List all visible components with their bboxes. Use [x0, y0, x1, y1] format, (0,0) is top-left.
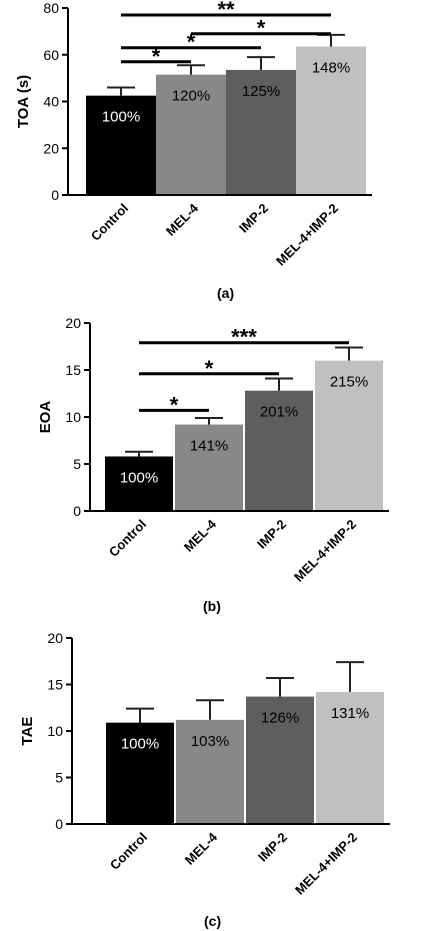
bar-label: 103% — [191, 733, 229, 750]
x-tick-label: IMP-2 — [255, 830, 290, 865]
y-tick-label: 80 — [43, 0, 59, 16]
y-tick-label: 20 — [47, 630, 63, 646]
bar-label: 100% — [120, 469, 158, 486]
significance-marker: * — [170, 392, 179, 417]
bar-imp-2 — [245, 390, 313, 511]
bar-label: 131% — [331, 705, 369, 722]
y-tick-label: 15 — [65, 362, 81, 378]
bar-mel-4 — [176, 719, 244, 824]
y-tick-label: 10 — [65, 409, 81, 425]
y-tick-label: 0 — [51, 187, 59, 203]
x-tick-label: MEL-4 — [181, 516, 220, 555]
y-axis-title: TOA (s) — [15, 75, 32, 128]
bar-control — [105, 456, 173, 511]
x-tick-label: IMP-2 — [254, 517, 289, 552]
y-tick-label: 5 — [55, 770, 63, 786]
chart-tae: 0 5 10 15 20 TAE 100% Control 103% MEL-4 126% IMP-2… — [19, 630, 390, 895]
bar-imp-2 — [246, 696, 314, 824]
y-tick-label: 20 — [65, 318, 81, 331]
bar-mel-4 — [156, 74, 226, 195]
x-tick-label: MEL-4+IMP-2 — [291, 517, 359, 585]
bar-mel-4 — [175, 424, 243, 511]
x-tick-label: Control — [106, 517, 149, 560]
x-tick-label: Control — [88, 201, 131, 244]
x-tick-label: MEL-4+IMP-2 — [292, 830, 360, 895]
bar-mel-4-imp-2 — [296, 46, 366, 195]
significance-marker: * — [187, 30, 196, 55]
bar-label: 215% — [330, 374, 368, 391]
significance-marker: ** — [217, 0, 235, 22]
significance-marker: * — [152, 44, 161, 69]
y-tick-label: 0 — [55, 816, 63, 832]
y-tick-label: 15 — [47, 677, 63, 693]
bar-label: 148% — [312, 60, 350, 77]
significance-marker: * — [257, 16, 266, 41]
bar-label: 141% — [190, 438, 228, 455]
bar-label: 126% — [261, 710, 299, 727]
x-tick-label: MEL-4+IMP-2 — [273, 201, 341, 269]
y-tick-label: 0 — [73, 503, 81, 519]
bar-label: 120% — [172, 88, 210, 105]
y-tick-label: 10 — [47, 723, 63, 739]
significance-marker: *** — [231, 325, 257, 350]
bar-mel-4-imp-2 — [316, 691, 384, 824]
x-tick-label: IMP-2 — [236, 201, 271, 236]
panel-label-a: (a) — [217, 285, 235, 301]
x-tick-label: MEL-4 — [182, 829, 221, 868]
panel-label-c: (c) — [204, 913, 222, 929]
panel-label-b: (b) — [203, 598, 221, 614]
chart-eoa: 0 5 10 15 20 EOA 100% Control 141% MEL-4 201% IMP-2… — [37, 318, 389, 585]
bar-label: 100% — [102, 109, 140, 126]
y-tick-label: 60 — [43, 47, 59, 63]
y-tick-label: 40 — [43, 94, 59, 110]
bar-label: 201% — [260, 404, 298, 421]
bar-label: 125% — [242, 83, 280, 100]
bar-label: 100% — [121, 736, 159, 753]
y-axis-title: EOA — [37, 401, 54, 434]
y-tick-label: 5 — [73, 456, 81, 472]
bar-imp-2 — [226, 69, 296, 195]
chart-toa: 0 20 40 60 80 TOA (s) 100% Control 120% MEL-4 125%… — [15, 0, 372, 269]
x-tick-label: Control — [107, 830, 150, 873]
significance-marker: * — [205, 356, 214, 381]
bar-control — [106, 722, 174, 824]
y-tick-label: 20 — [43, 140, 59, 156]
x-tick-label: MEL-4 — [163, 200, 202, 239]
bar-control — [86, 95, 156, 195]
y-axis-title: TAE — [19, 717, 36, 746]
bar-mel-4-imp-2 — [315, 360, 383, 511]
